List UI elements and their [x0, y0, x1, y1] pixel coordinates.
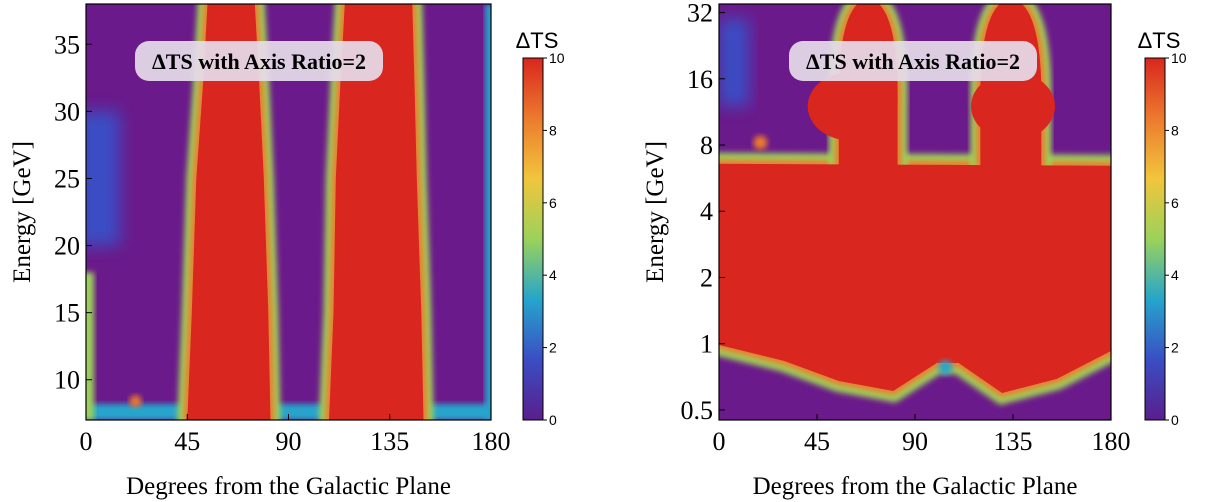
- colorbar-tick-label: 2: [1171, 340, 1179, 356]
- x-axis-label: Degrees from the Galactic Plane: [126, 473, 451, 500]
- x-tick-label: 180: [1092, 427, 1131, 456]
- colorbar-tick-label: 6: [549, 195, 557, 211]
- title-box: [789, 41, 1037, 81]
- left-panel: 0 45 90 135 180 10 15 20 25 30 35 Degrees from the …: [0, 0, 608, 502]
- title-box: [135, 41, 383, 81]
- right-edge-glow: [485, 4, 491, 420]
- x-tick-label: 135: [994, 427, 1033, 456]
- colorbar-tick-label: 8: [1171, 122, 1179, 138]
- colorbar-tick-label: 10: [1171, 50, 1187, 66]
- y-tick-label: 10: [54, 366, 80, 395]
- saturated-lobe: [807, 72, 892, 141]
- saturated-band-2: [329, 4, 424, 420]
- saturated-lobe: [971, 72, 1055, 141]
- colorbar-tick-label: 4: [1171, 267, 1179, 283]
- chart-title: ΔTS with Axis Ratio=2: [806, 49, 1020, 74]
- x-tick-label: 135: [370, 427, 409, 456]
- right-heatmap: 0 45 90 135 180 0.5 1 2 4 8 16 32 Degrees from the G…: [642, 0, 1187, 500]
- colorbar-label: ΔTS: [1138, 28, 1181, 53]
- colorbar-tick-label: 10: [549, 50, 565, 66]
- y-tick-label: 15: [54, 299, 80, 328]
- colorbar-tick-label: 2: [549, 340, 557, 356]
- y-tick-label: 1: [700, 330, 713, 359]
- saturated-region: [719, 163, 1111, 393]
- y-tick-label: 16: [687, 65, 713, 94]
- band-edge: [324, 4, 428, 420]
- y-axis-label: Energy [GeV]: [642, 141, 669, 283]
- y-tick-label: 8: [700, 131, 713, 160]
- x-axis-label: Degrees from the Galactic Plane: [753, 473, 1078, 500]
- low-ts-region: [86, 111, 120, 246]
- colorbar-tick-label: 0: [549, 412, 557, 428]
- y-tick-label: 2: [700, 263, 713, 292]
- band-edge: [183, 4, 275, 420]
- hotspot: [753, 135, 768, 150]
- y-tick-label: 25: [54, 164, 80, 193]
- y-tick-label: 32: [687, 0, 713, 28]
- x-tick-label: 90: [902, 427, 928, 456]
- colorbar-tick-label: 6: [1171, 195, 1179, 211]
- y-tick-label: 20: [54, 232, 80, 261]
- colorbar-label: ΔTS: [516, 28, 559, 53]
- x-tick-label: 180: [472, 427, 511, 456]
- saturated-band-1: [187, 4, 271, 420]
- chart-title: ΔTS with Axis Ratio=2: [152, 49, 366, 74]
- x-tick-label: 90: [276, 427, 302, 456]
- colorbar-tick-label: 4: [549, 267, 557, 283]
- y-tick-label: 35: [54, 30, 80, 59]
- y-axis-label: Energy [GeV]: [9, 141, 36, 283]
- colorbar: [1144, 57, 1166, 421]
- x-tick-label: 45: [804, 427, 830, 456]
- left-edge-glow: [86, 272, 94, 420]
- x-tick-label: 0: [713, 427, 726, 456]
- right-panel: 0 45 90 135 180 0.5 1 2 4 8 16 32 Degrees from the G…: [609, 0, 1217, 502]
- x-tick-label: 0: [80, 427, 93, 456]
- y-tick-label: 4: [700, 197, 713, 226]
- y-tick-label: 30: [54, 97, 80, 126]
- low-ts-region: [719, 18, 749, 107]
- x-tick-label: 45: [174, 427, 200, 456]
- notch: [938, 360, 953, 375]
- colorbar-tick-label: 8: [549, 122, 557, 138]
- colorbar-tick-label: 0: [1171, 412, 1179, 428]
- hotspot: [129, 395, 142, 408]
- colorbar: [522, 57, 544, 421]
- y-tick-label: 0.5: [681, 396, 714, 425]
